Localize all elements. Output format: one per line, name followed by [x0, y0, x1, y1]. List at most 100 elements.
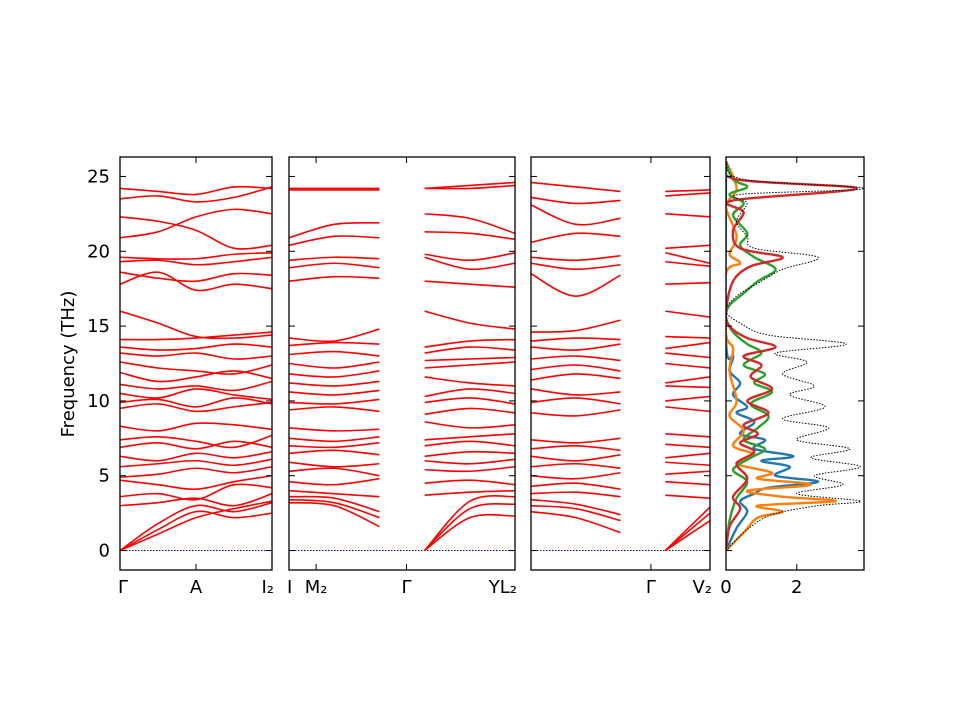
phonon-band-11	[531, 409, 621, 417]
phonon-band-16-right	[665, 352, 710, 359]
phonon-band-26-right	[665, 189, 710, 193]
phonon-band-22	[531, 254, 621, 262]
x-tick-label: Γ	[646, 577, 656, 598]
y-axis-label-group: Frequency (THz)	[58, 291, 79, 438]
y-tick-label: 25	[87, 166, 110, 187]
phonon-band-1	[289, 501, 380, 528]
phonon-band-5-right	[424, 479, 515, 486]
phonon-band-9-right	[424, 440, 515, 447]
phonon-band-14-right	[424, 388, 515, 398]
phonon-band-18	[120, 361, 272, 375]
phonon-band-19-right	[665, 310, 710, 318]
x-tick-label: YL₂	[488, 577, 517, 598]
phonon-band-9	[120, 450, 272, 462]
phonon-band-4	[531, 491, 621, 498]
phonon-band-14	[531, 373, 621, 381]
panel-plot-area	[120, 185, 272, 552]
phonon-band-6-right	[665, 470, 710, 476]
phonon-band-15-right	[424, 376, 515, 387]
phonon-band-11	[120, 434, 272, 449]
phonon-band-5	[531, 482, 621, 490]
phonon-band-16	[289, 370, 380, 378]
phonon-band-17	[531, 343, 621, 351]
phonon-band-11-right	[665, 406, 710, 413]
phonon-band-6	[120, 474, 272, 491]
phonon-band-18-right	[665, 335, 710, 339]
phonon-band-16	[120, 380, 272, 392]
phonon-band-7	[289, 461, 380, 468]
phonon-band-7	[531, 462, 621, 470]
phonon-band-8	[120, 458, 272, 468]
panel-plot-area	[726, 160, 864, 552]
y-tick-label: 20	[87, 241, 110, 262]
panel-plot-area	[289, 181, 515, 552]
phonon-band-5-right	[665, 480, 710, 486]
phonon-band-8	[289, 449, 380, 456]
x-tick-label: 2	[791, 577, 802, 598]
phonon-band-20	[289, 328, 380, 343]
panel-2: I M₂ Γ YL₂	[287, 156, 517, 598]
phonon-band-18	[289, 350, 380, 357]
phonon-band-2-right	[424, 502, 515, 552]
phonon-band-12-right	[665, 395, 710, 402]
phonon-band-20	[531, 273, 621, 297]
phonon-band-23	[289, 256, 380, 262]
phonon-band-10-right	[665, 433, 710, 438]
phonon-band-20	[120, 343, 272, 351]
phonon-band-17-right	[424, 356, 515, 362]
phonon-band-12	[531, 397, 621, 405]
phonon-band-22-right	[424, 256, 515, 271]
phonon-band-9-right	[665, 443, 710, 449]
phonon-band-13	[289, 398, 380, 405]
phonon-band-5	[120, 483, 272, 501]
panel-plot-area	[531, 181, 710, 552]
phonon-band-23	[531, 232, 621, 244]
phonon-band-8	[531, 453, 621, 462]
phonon-band-22-right	[665, 251, 710, 265]
phonon-band-17	[120, 370, 272, 383]
panel-frame	[119, 156, 273, 571]
phonon-band-6	[289, 467, 380, 477]
phonon-band-22	[289, 262, 380, 269]
phonon-band-24	[120, 271, 272, 283]
phonon-band-13-right	[665, 385, 710, 389]
phonon-band-2	[289, 498, 380, 519]
phonon-band-21-right	[424, 280, 515, 288]
y-tick-label: 5	[99, 466, 110, 487]
phonon-band-24-right	[665, 213, 710, 218]
phonon-band-10-right	[424, 433, 515, 441]
phonon-band-18	[531, 337, 621, 342]
phonon-band-14	[289, 389, 380, 396]
phonon-band-10	[289, 436, 380, 443]
phonon-band-26	[531, 181, 621, 193]
phonon-band-3-right	[664, 506, 710, 552]
y-tick-label: 10	[87, 391, 110, 412]
phonon-band-26	[120, 251, 272, 260]
phonon-band-12	[120, 422, 272, 432]
phonon-band-30	[120, 185, 272, 196]
phonon-band-27	[120, 208, 272, 239]
panel-1: Γ A I₂ 0 5 10 15 20 25	[87, 156, 274, 598]
phonon-band-6-right	[424, 465, 515, 473]
phonon-band-28	[120, 216, 272, 250]
phonon-band-23-right	[424, 251, 515, 262]
phonon-band-8-right	[665, 452, 710, 459]
phonon-band-16	[531, 355, 621, 362]
phonon-band-19	[531, 319, 621, 333]
y-tick-label: 0	[99, 541, 110, 562]
phonon-band-3	[120, 500, 272, 552]
phonon-band-1-right	[664, 519, 710, 552]
phonon-band-20-right	[665, 281, 710, 285]
phonon-band-4	[120, 492, 272, 507]
phonon-band-15	[120, 388, 272, 401]
phonon-band-17	[289, 361, 380, 369]
phonon-band-11	[289, 427, 380, 432]
phonon-band-1-right	[424, 513, 515, 552]
panel-3: Γ V₂	[530, 156, 712, 598]
x-tick-label: I	[287, 577, 292, 598]
phonon-band-23-right	[665, 244, 710, 250]
y-axis-label: Frequency (THz)	[58, 291, 79, 438]
x-tick-label: A	[190, 577, 203, 598]
